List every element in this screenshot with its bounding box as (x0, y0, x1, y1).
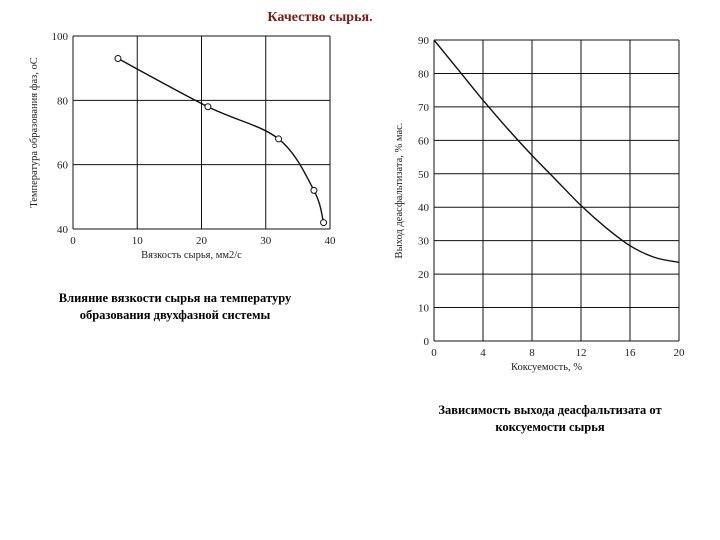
y-tick-label: 40 (57, 224, 69, 236)
y-tick-label: 20 (418, 269, 430, 281)
x-tick-label: 4 (480, 347, 486, 359)
data-point (310, 186, 318, 194)
data-point (275, 135, 283, 143)
caption-left: Влияние вязкости сырья на температуру об… (58, 291, 292, 322)
y-tick-label: 60 (57, 160, 69, 172)
x-axis-label: Вязкость сырья, мм2/с (141, 250, 242, 261)
x-axis-label: Коксуемость, % (511, 362, 582, 373)
x-tick-label: 0 (431, 347, 437, 359)
series-line (117, 57, 325, 223)
y-tick-label: 60 (418, 135, 430, 147)
y-tick-label: 80 (418, 68, 430, 80)
y-tick-label: 50 (418, 169, 430, 181)
x-tick-label: 20 (196, 235, 208, 247)
series-line (433, 39, 680, 264)
data-point (320, 219, 328, 227)
y-tick-label: 10 (418, 303, 430, 315)
y-tick-label: 30 (418, 236, 430, 248)
data-point (114, 55, 122, 63)
x-tick-label: 12 (576, 347, 587, 359)
y-tick-label: 0 (424, 336, 430, 348)
x-tick-label: 20 (674, 347, 686, 359)
y-tick-label: 70 (418, 102, 430, 114)
y-axis-label: Температура образования фаз, оС (29, 57, 40, 208)
slide-title: Качество сырья. (267, 10, 373, 25)
y-tick-label: 100 (52, 31, 69, 43)
x-tick-label: 10 (132, 235, 144, 247)
x-tick-label: 30 (260, 235, 272, 247)
x-tick-label: 40 (325, 235, 337, 247)
x-tick-label: 8 (529, 347, 535, 359)
x-tick-label: 16 (625, 347, 637, 359)
y-tick-label: 80 (57, 95, 69, 107)
caption-right: Зависимость выхода деасфальтизата от кок… (438, 403, 662, 434)
x-tick-label: 0 (70, 235, 76, 247)
y-tick-label: 40 (418, 202, 430, 214)
data-point (204, 103, 212, 111)
y-tick-label: 90 (418, 35, 430, 47)
y-axis-label: Выход деасфальтизата, % мас. (394, 123, 405, 259)
